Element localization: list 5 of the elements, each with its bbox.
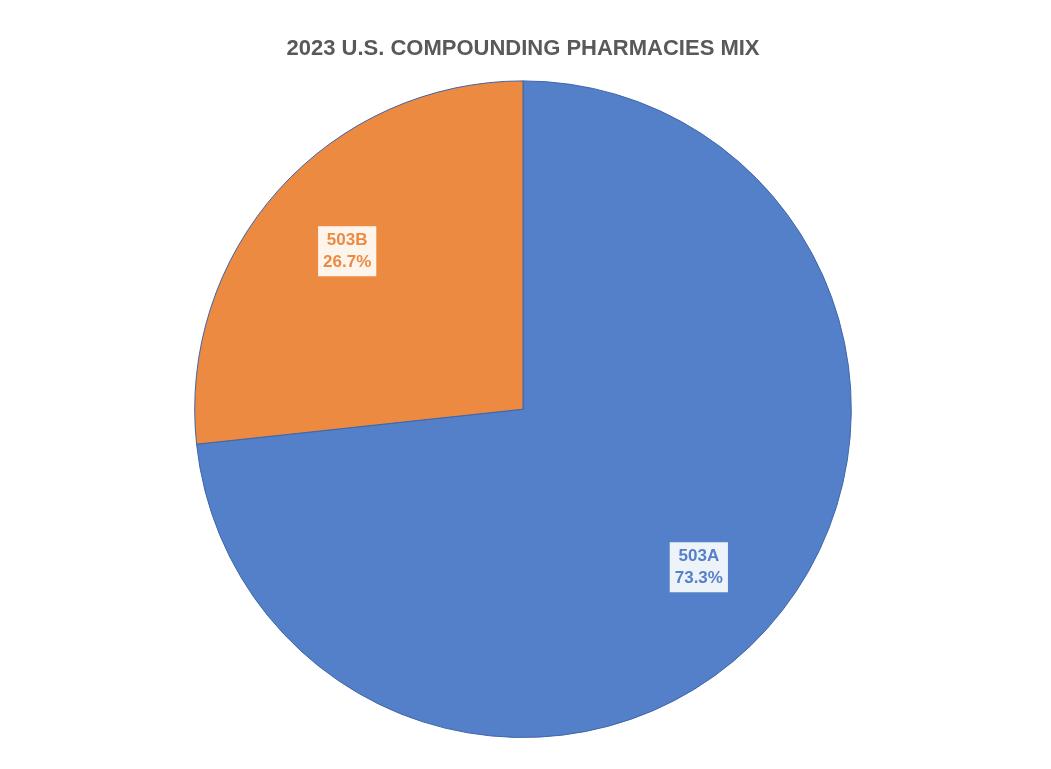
data-label: 73.3%	[674, 567, 723, 587]
slice-label: 503B	[326, 229, 368, 249]
slice-label: 503A	[678, 545, 720, 565]
data-label: 26.7%	[323, 251, 372, 271]
chart-title: 2023 U.S. COMPOUNDING PHARMACIES MIX	[286, 35, 760, 61]
